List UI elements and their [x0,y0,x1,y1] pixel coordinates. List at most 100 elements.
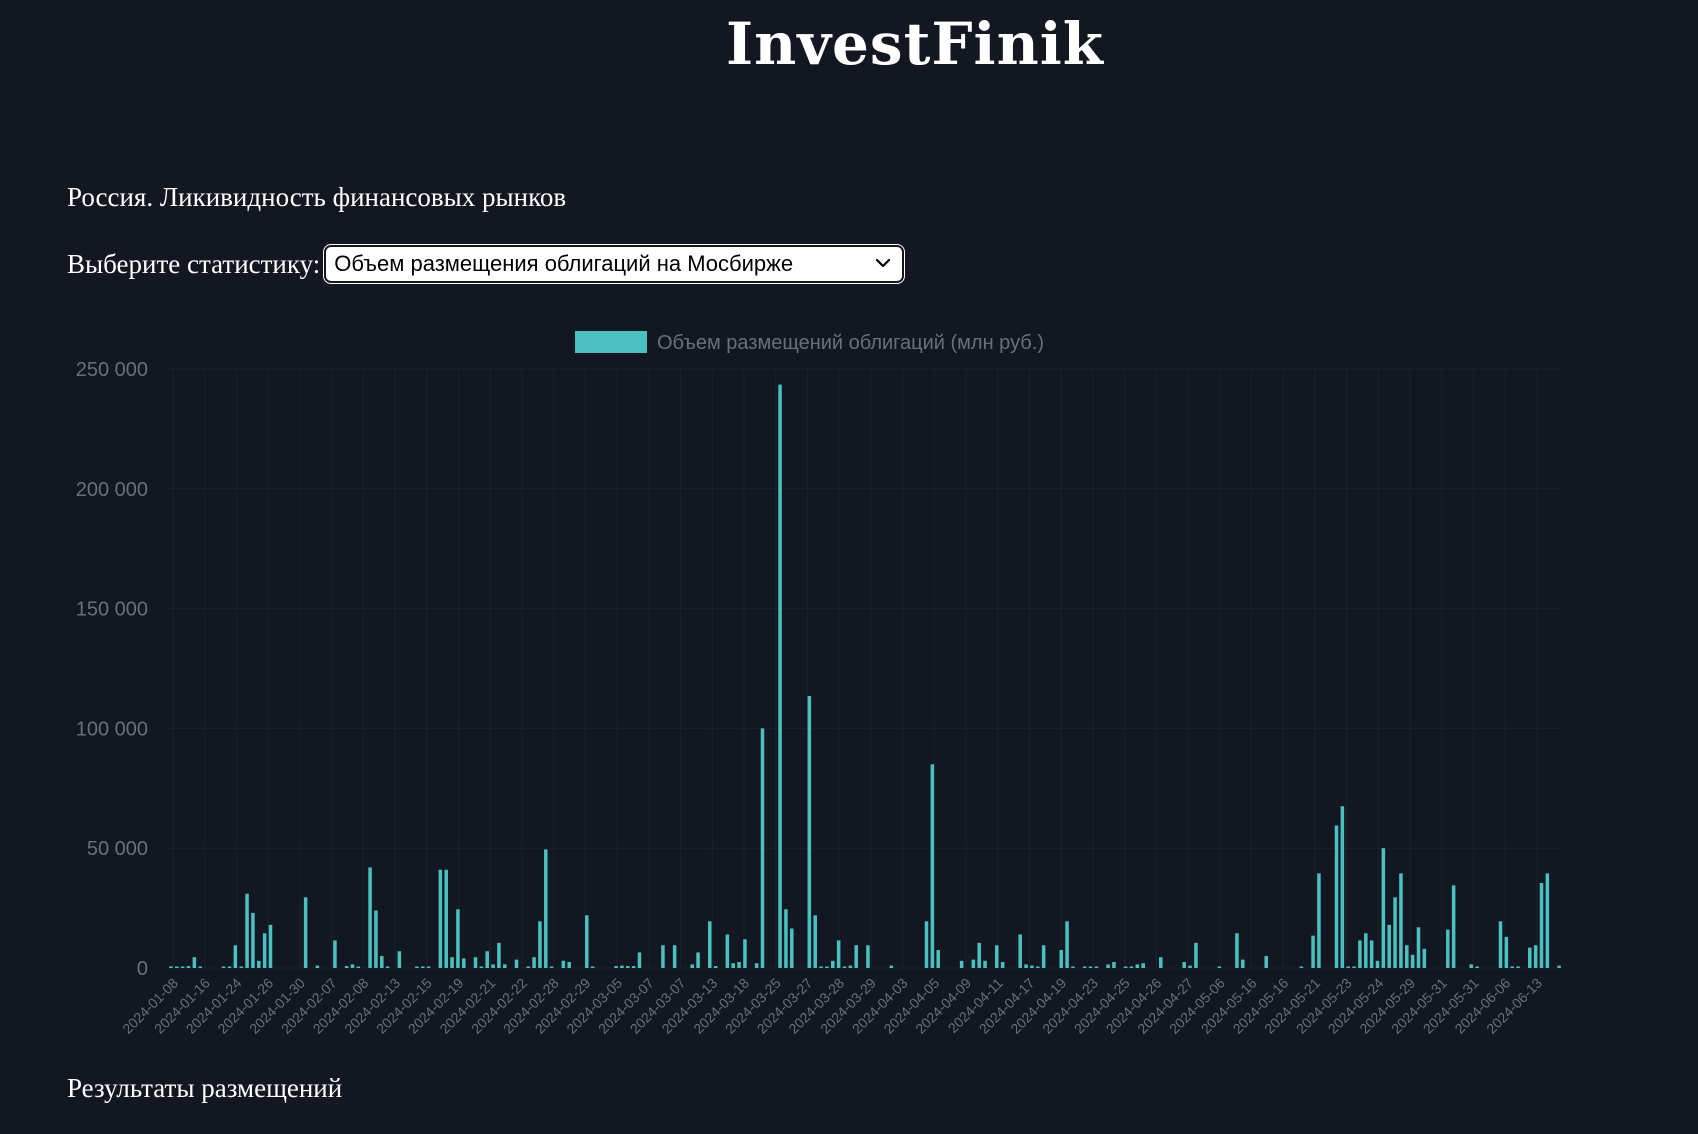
chart-bar [831,960,835,968]
chart-bar [690,964,694,968]
chart-bar [842,966,847,968]
chart-bar [333,940,337,968]
chart-bar [1235,933,1239,968]
chart-bar [930,764,935,968]
chart-bar [1364,933,1368,968]
chart-bar [1112,962,1116,968]
chart-bar [1018,934,1022,968]
chart-bar [1194,942,1198,968]
chart-bar [262,933,267,968]
chart-bar [1416,927,1421,968]
statistic-select[interactable]: Объем размещения облигаций на Мосбирже [326,247,903,281]
chart-bar [848,965,853,968]
chart-bar [1082,966,1087,968]
chart-bar [725,934,730,968]
chart-bar [368,867,372,968]
chart-bar [1410,954,1415,968]
chart-bar [169,966,173,968]
chart-bar [221,966,226,968]
chart-bar [473,957,478,968]
chart-bar [380,956,384,968]
y-tick-label: 200 000 [76,479,148,501]
chart-bar [1528,947,1532,968]
chart-bar [924,921,929,968]
page-subtitle: Россия. Ликивидность финансовых рынков [67,182,567,212]
chart-bar [450,957,454,968]
chart-bar [1141,963,1145,968]
chart-bar [1545,873,1550,968]
chart-bar [1557,965,1561,968]
chart-bar [1352,966,1356,968]
chart-bar [737,962,741,968]
chart-bar [1358,940,1362,968]
chart-bar [192,957,197,968]
chart-bar [784,909,788,968]
chart-bar [239,966,243,968]
site-logo[interactable]: InvestFinik [726,10,1104,78]
chart-bar [637,952,642,968]
chart-bar [1504,936,1509,968]
chart-bar [1071,966,1075,968]
chart-bar [631,966,636,968]
y-tick-label: 250 000 [76,359,148,381]
statistic-selector-row: Выберите статистику: Объем размещения об… [67,246,903,282]
chart-bar [175,966,179,968]
chart-bar [1381,848,1386,968]
chart-bar [1469,964,1473,968]
chart-bar [415,966,419,968]
chart-bar [620,965,624,968]
chart-bar [198,966,202,968]
chart-bar [614,966,618,968]
chart-bar [1475,966,1479,968]
chart-bar [1024,964,1028,968]
chart-bar [1539,882,1544,968]
chart-bar [514,959,519,968]
chart-bar [983,960,987,968]
chart-bar [1399,873,1403,968]
chart-bar [590,966,595,968]
legend-swatch [575,331,647,353]
chart-bar [227,966,232,968]
chart-bar [1387,924,1391,968]
chart-bar [456,909,460,968]
chart-bar [1000,962,1005,968]
chart-bar [374,910,378,968]
chart-bar [303,897,308,968]
chart-bar [180,966,185,968]
chart-bar [819,966,823,968]
y-tick-label: 0 [137,958,148,980]
chart-bar [438,869,443,968]
chart-bar [245,893,249,968]
chart-bar [743,939,747,968]
chart-bar [1422,948,1427,968]
chart-bar [836,940,841,968]
chart-bar [1129,966,1134,968]
statistic-select-value: Объем размещения облигаций на Мосбирже [334,251,794,276]
chart-bar [661,945,665,968]
chevron-down-icon [876,258,891,268]
chart-bar [1036,966,1040,968]
chart-bar [708,921,712,968]
chart-bar [1299,966,1304,968]
chart-bar [1264,956,1268,968]
chart-bar [760,728,765,968]
chart-bar [344,966,349,968]
chart-bar [421,966,425,968]
chart-bar [626,966,630,968]
chart-bar [485,951,489,968]
chart-bar [754,963,759,968]
chart-bar [1516,966,1520,968]
chart-bar [1346,966,1350,968]
chart-bar [977,942,981,968]
chart-bar [1041,945,1046,968]
chart-bar [1334,825,1339,968]
chart-bar [268,924,273,968]
chart-bar [1405,945,1409,968]
chart-bar [889,965,894,968]
chart-bar [790,928,794,968]
chart-bar [444,869,448,968]
chart-bar [1317,873,1321,968]
chart-bar [854,945,858,968]
chart-bar [813,915,817,968]
